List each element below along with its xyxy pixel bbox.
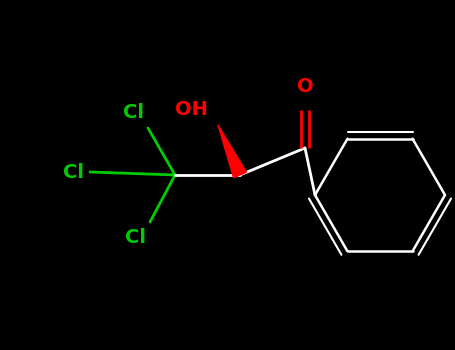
Text: OH: OH: [175, 100, 208, 119]
Polygon shape: [218, 125, 247, 178]
Text: O: O: [297, 77, 313, 96]
Text: Cl: Cl: [125, 228, 146, 247]
Text: Cl: Cl: [63, 162, 84, 182]
Text: Cl: Cl: [123, 103, 144, 122]
